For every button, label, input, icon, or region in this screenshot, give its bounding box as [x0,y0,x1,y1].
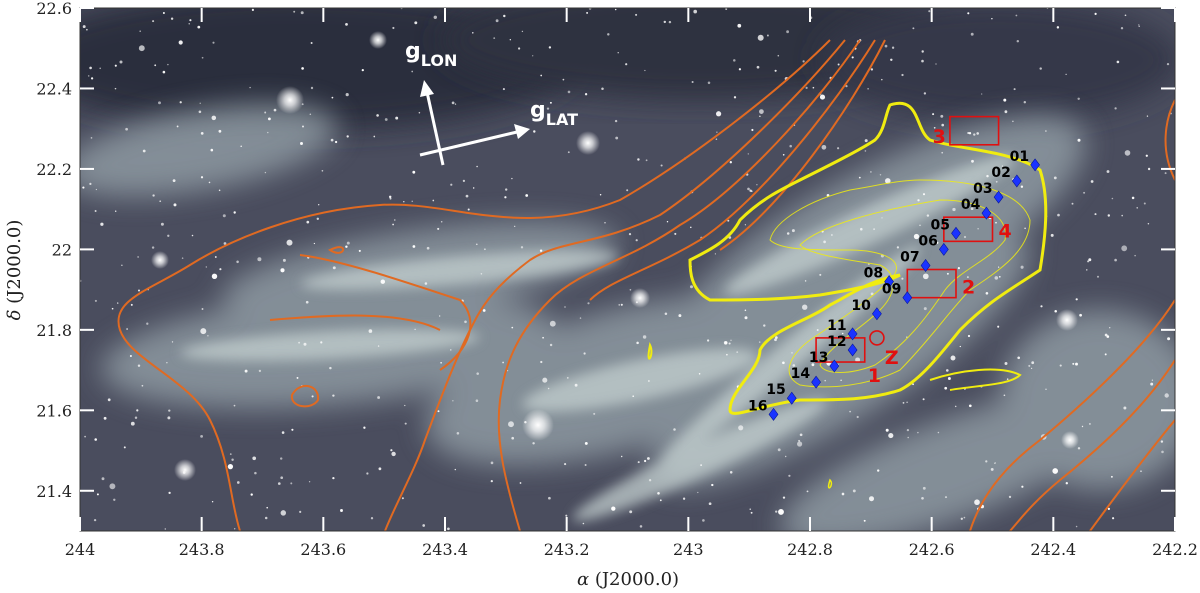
marker-label-02: 02 [991,165,1010,181]
x-axis-label: α (J2000.0) [577,569,679,590]
x-tick-label: 243.8 [179,540,225,559]
marker-11 [847,327,858,341]
marker-label-12: 12 [827,334,846,350]
x-tick-label: 243.2 [544,540,590,559]
x-axis-label-text: (J2000.0) [589,569,679,590]
y-tick-label: 22.4 [36,79,72,98]
galactic-direction-arrows [419,80,530,166]
marker-label-07: 07 [900,249,919,265]
region-label-4: 4 [999,220,1012,242]
lon-arrow-label-sub: LON [421,51,458,70]
marker-05 [951,226,961,240]
x-tick-label: 242.4 [1030,540,1076,559]
y-tick-label: 21.4 [36,482,72,501]
marker-09 [902,291,913,305]
x-tick-label: 243 [673,540,704,559]
x-tick-label: 242.8 [787,540,833,559]
marker-label-03: 03 [973,181,992,197]
region-label-2: 2 [962,277,975,299]
marker-label-14: 14 [791,366,811,382]
marker-label-13: 13 [809,350,828,366]
x-tick-label: 244 [65,540,96,559]
lat-arrow-head [514,124,530,139]
region-box-1 [815,337,866,363]
x-axis-label-symbol: α [577,569,589,590]
marker-16 [768,407,779,421]
y-tick-label: 22.6 [36,0,72,18]
marker-06 [938,242,949,256]
lat-arrow-label-sub: LAT [546,110,578,129]
marker-14 [811,375,821,389]
circle-marker-group: Z [869,330,899,369]
x-tick-label: 242.2 [1152,540,1198,559]
marker-label-15: 15 [766,382,785,398]
marker-label-11: 11 [827,318,846,334]
region-box-2 [906,268,957,299]
marker-label-04: 04 [961,197,981,213]
x-tick-label: 243.4 [422,540,468,559]
lat-arrow-shaft [419,130,518,157]
marker-label-16: 16 [748,398,767,414]
lat-arrow-label: gLAT [530,98,578,129]
lon-arrow-label: gLON [405,39,457,70]
y-tick-label: 21.6 [36,401,72,420]
y-tick-label: 21.8 [36,321,72,340]
marker-label-06: 06 [918,233,937,249]
marker-02 [1011,174,1022,188]
circle-marker-label: Z [885,347,899,369]
lat-arrow-label-main: g [530,98,546,123]
marker-label-01: 01 [1010,149,1029,165]
lon-arrow-label-main: g [405,39,421,64]
y-tick-label: 22 [52,240,72,259]
marker-03 [993,190,1004,204]
region-box-4 [943,216,994,243]
marker-07 [920,258,931,272]
plot-frame [79,7,1176,532]
x-axis-ticks: 244 243.8 243.6 243.4 243.2 243 242.8 242.6 242.… [65,8,1198,559]
lon-arrow-head [420,80,434,97]
marker-15 [786,391,797,405]
marker-label-10: 10 [851,298,871,314]
region-label-3: 3 [933,126,946,148]
marker-13 [829,359,840,373]
y-axis-label-text: (J2000.0) [4,220,25,310]
y-axis-label-symbol: δ [4,310,25,321]
y-tick-label: 22.2 [36,160,72,179]
region-box-3 [949,115,1000,146]
marker-label-05: 05 [931,217,950,233]
star-field [80,8,1172,531]
lon-arrow-shaft [425,91,445,166]
marker-04 [981,206,992,220]
y-axis-label: δ (J2000.0) [4,220,25,321]
region-label-1: 1 [868,365,881,387]
x-tick-label: 243.6 [300,540,346,559]
x-tick-label: 242.6 [909,540,955,559]
marker-10 [872,307,882,321]
circle-marker [869,330,885,346]
orange-contours [117,39,1175,531]
marker-label-09: 09 [882,282,901,298]
marker-label-08: 08 [864,266,883,282]
marker-08 [884,275,894,289]
marker-12 [847,343,858,357]
sky-image [80,8,1175,531]
marker-01 [1030,158,1040,172]
y-axis-ticks: 22.6 22.4 22.2 22 21.8 21.6 21.4 [36,0,1175,501]
